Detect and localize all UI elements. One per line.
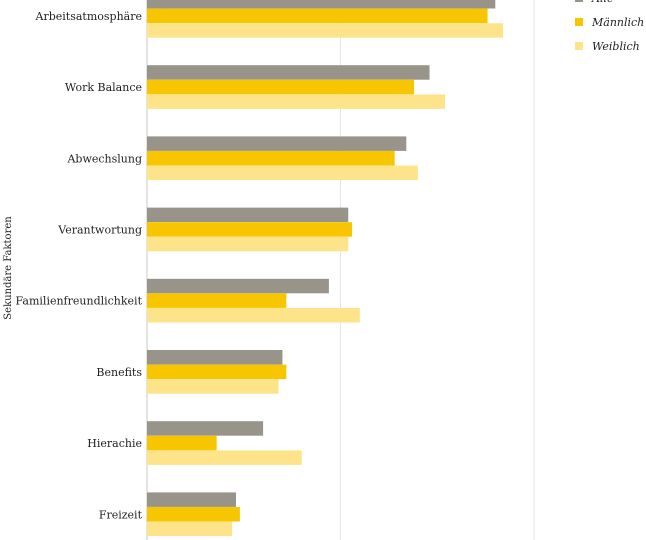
bar-6-2 xyxy=(147,450,302,465)
bar-0-1 xyxy=(147,8,488,24)
category-label: Freizeit xyxy=(99,508,143,521)
bar-2-0 xyxy=(147,136,407,151)
bars xyxy=(147,0,504,537)
category-label: Hierachie xyxy=(87,437,142,450)
bar-6-0 xyxy=(147,421,264,436)
bar-0-2 xyxy=(147,23,504,38)
bar-5-0 xyxy=(147,350,283,365)
bar-7-1 xyxy=(147,507,240,522)
bar-3-2 xyxy=(147,236,349,252)
bar-6-1 xyxy=(147,435,217,451)
bar-5-2 xyxy=(147,379,279,394)
category-label: Arbeitsatmosphäre xyxy=(35,10,142,23)
bar-2-2 xyxy=(147,165,418,181)
category-labels: Arbeitsatmosphäre Work Balance Abwechslung… xyxy=(16,10,143,521)
category-label: Verantwortung xyxy=(57,223,142,236)
category-label: Familienfreundlichkeit xyxy=(16,295,143,308)
legend-swatch-1 xyxy=(575,18,583,26)
legend-swatch-0 xyxy=(575,0,583,2)
bar-5-1 xyxy=(147,364,287,380)
legend-label-1: Männlich xyxy=(591,16,644,29)
bar-4-1 xyxy=(147,293,287,308)
category-label: Benefits xyxy=(96,366,142,379)
bar-1-0 xyxy=(147,65,430,80)
bar-7-0 xyxy=(147,492,237,507)
y-axis-title: Sekundäre Faktoren xyxy=(3,216,14,320)
category-label: Work Balance xyxy=(65,81,142,94)
category-label: Abwechslung xyxy=(66,152,142,165)
bar-4-2 xyxy=(147,308,360,323)
bar-0-0 xyxy=(147,0,496,9)
bar-7-2 xyxy=(147,521,233,537)
bar-1-2 xyxy=(147,94,445,109)
legend-swatch-2 xyxy=(575,42,583,50)
bar-2-1 xyxy=(147,151,395,166)
legend-label-2: Weiblich xyxy=(592,40,640,53)
bar-3-0 xyxy=(147,207,349,223)
legend-label-0: Alle xyxy=(591,0,614,5)
legend: Alle Männlich Weiblich xyxy=(575,0,644,53)
bar-3-1 xyxy=(147,222,353,237)
bar-1-1 xyxy=(147,79,415,95)
bar-4-0 xyxy=(147,278,329,294)
